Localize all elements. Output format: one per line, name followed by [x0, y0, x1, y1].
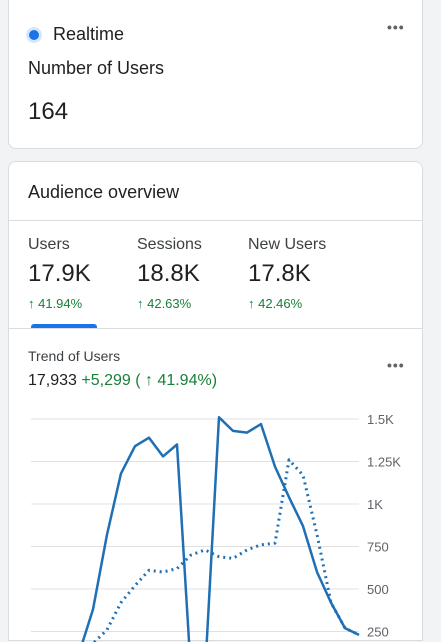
- y-tick-label: 250: [367, 625, 389, 640]
- stat-tab-sessions[interactable]: Sessions 18.8K ↑ 42.63%: [137, 236, 202, 311]
- trend-summary: 17,933 +5,299 ( ↑ 41.94%): [28, 372, 217, 390]
- stat-change: ↑ 41.94%: [28, 296, 83, 311]
- trend-delta: +5,299 ( ↑ 41.94%): [81, 372, 218, 389]
- stat-label: Sessions: [137, 236, 202, 253]
- live-dot-icon: [29, 29, 39, 40]
- active-tab-indicator: [31, 324, 97, 328]
- realtime-label: Realtime: [53, 24, 125, 44]
- y-tick-label: 750: [367, 540, 389, 555]
- trend-title: Trend of Users: [28, 348, 121, 364]
- stat-change: ↑ 42.63%: [137, 296, 192, 311]
- stat-label: Users: [28, 236, 70, 253]
- stat-value: 17.8K: [248, 260, 311, 287]
- realtime-header: Realtime: [29, 24, 124, 45]
- more-horizontal-icon[interactable]: •••: [387, 19, 405, 35]
- stat-change: ↑ 42.46%: [248, 296, 303, 311]
- header-divider: [9, 220, 422, 221]
- y-tick-label: 500: [367, 582, 389, 597]
- stat-value: 18.8K: [137, 260, 200, 287]
- stat-value: 17.9K: [28, 260, 91, 287]
- realtime-metric-label: Number of Users: [28, 58, 165, 78]
- stat-tab-users[interactable]: Users 17.9K ↑ 41.94%: [28, 236, 91, 311]
- realtime-metric-value: 164: [28, 98, 69, 125]
- current-period-line: [81, 416, 360, 642]
- audience-title: Audience overview: [28, 182, 180, 202]
- more-horizontal-icon[interactable]: •••: [387, 357, 405, 373]
- y-tick-label: 1.25K: [367, 455, 401, 470]
- y-tick-label: 1K: [367, 497, 383, 512]
- trend-total: 17,933: [28, 372, 77, 389]
- audience-overview-card: Audience overview Users 17.9K ↑ 41.94% S…: [8, 161, 423, 642]
- previous-period-line: [92, 458, 360, 642]
- users-trend-chart: 1.5K 1.25K 1K 750 500 250: [31, 412, 401, 642]
- stat-label: New Users: [248, 236, 327, 253]
- stat-tab-new-users[interactable]: New Users 17.8K ↑ 42.46%: [248, 236, 326, 311]
- tabs-divider: [9, 328, 422, 329]
- realtime-card: Realtime ••• Number of Users 164: [8, 0, 423, 149]
- y-tick-label: 1.5K: [367, 412, 394, 427]
